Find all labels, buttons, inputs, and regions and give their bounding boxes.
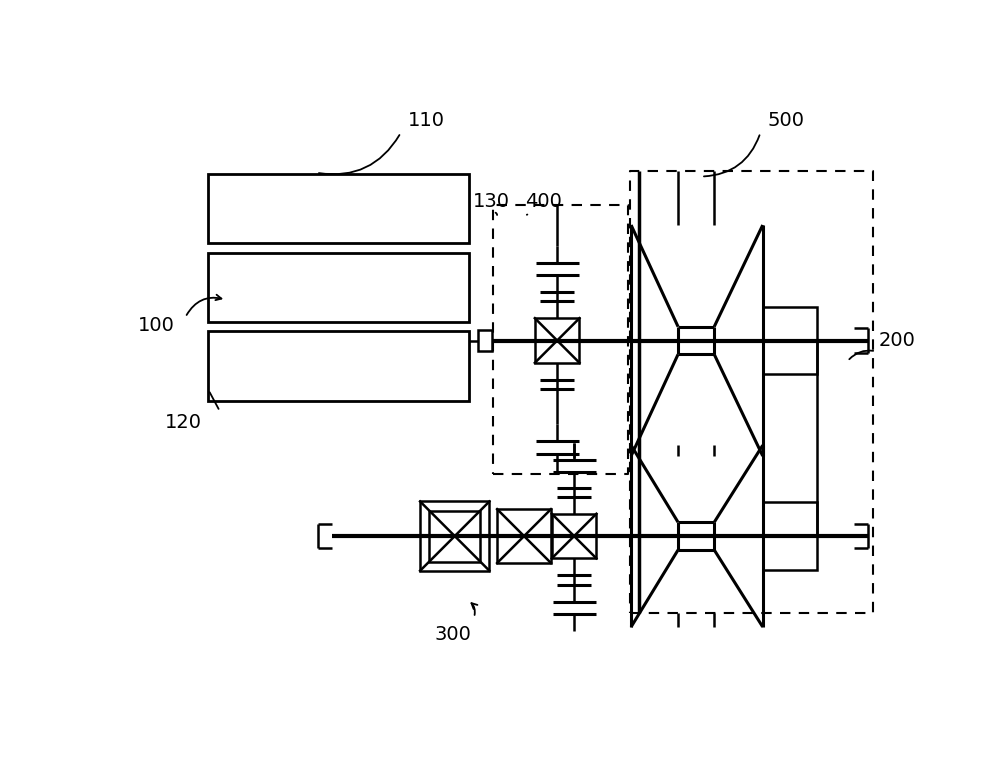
Text: 200: 200: [878, 331, 915, 350]
Bar: [208, 331, 469, 401]
Bar: [208, 174, 469, 243]
Bar: [763, 502, 817, 570]
Bar: [497, 509, 551, 563]
Bar: [552, 514, 596, 558]
Bar: [420, 501, 489, 571]
Bar: [535, 318, 579, 363]
Text: 130: 130: [472, 193, 509, 211]
Text: 300: 300: [434, 625, 471, 644]
Bar: [763, 307, 817, 374]
Text: 110: 110: [408, 111, 445, 130]
Text: 120: 120: [164, 413, 201, 432]
Text: 100: 100: [138, 316, 175, 334]
Bar: [429, 511, 480, 562]
Bar: [208, 252, 469, 322]
Text: 400: 400: [525, 193, 562, 211]
Text: 500: 500: [767, 111, 804, 130]
Bar: [478, 330, 492, 351]
